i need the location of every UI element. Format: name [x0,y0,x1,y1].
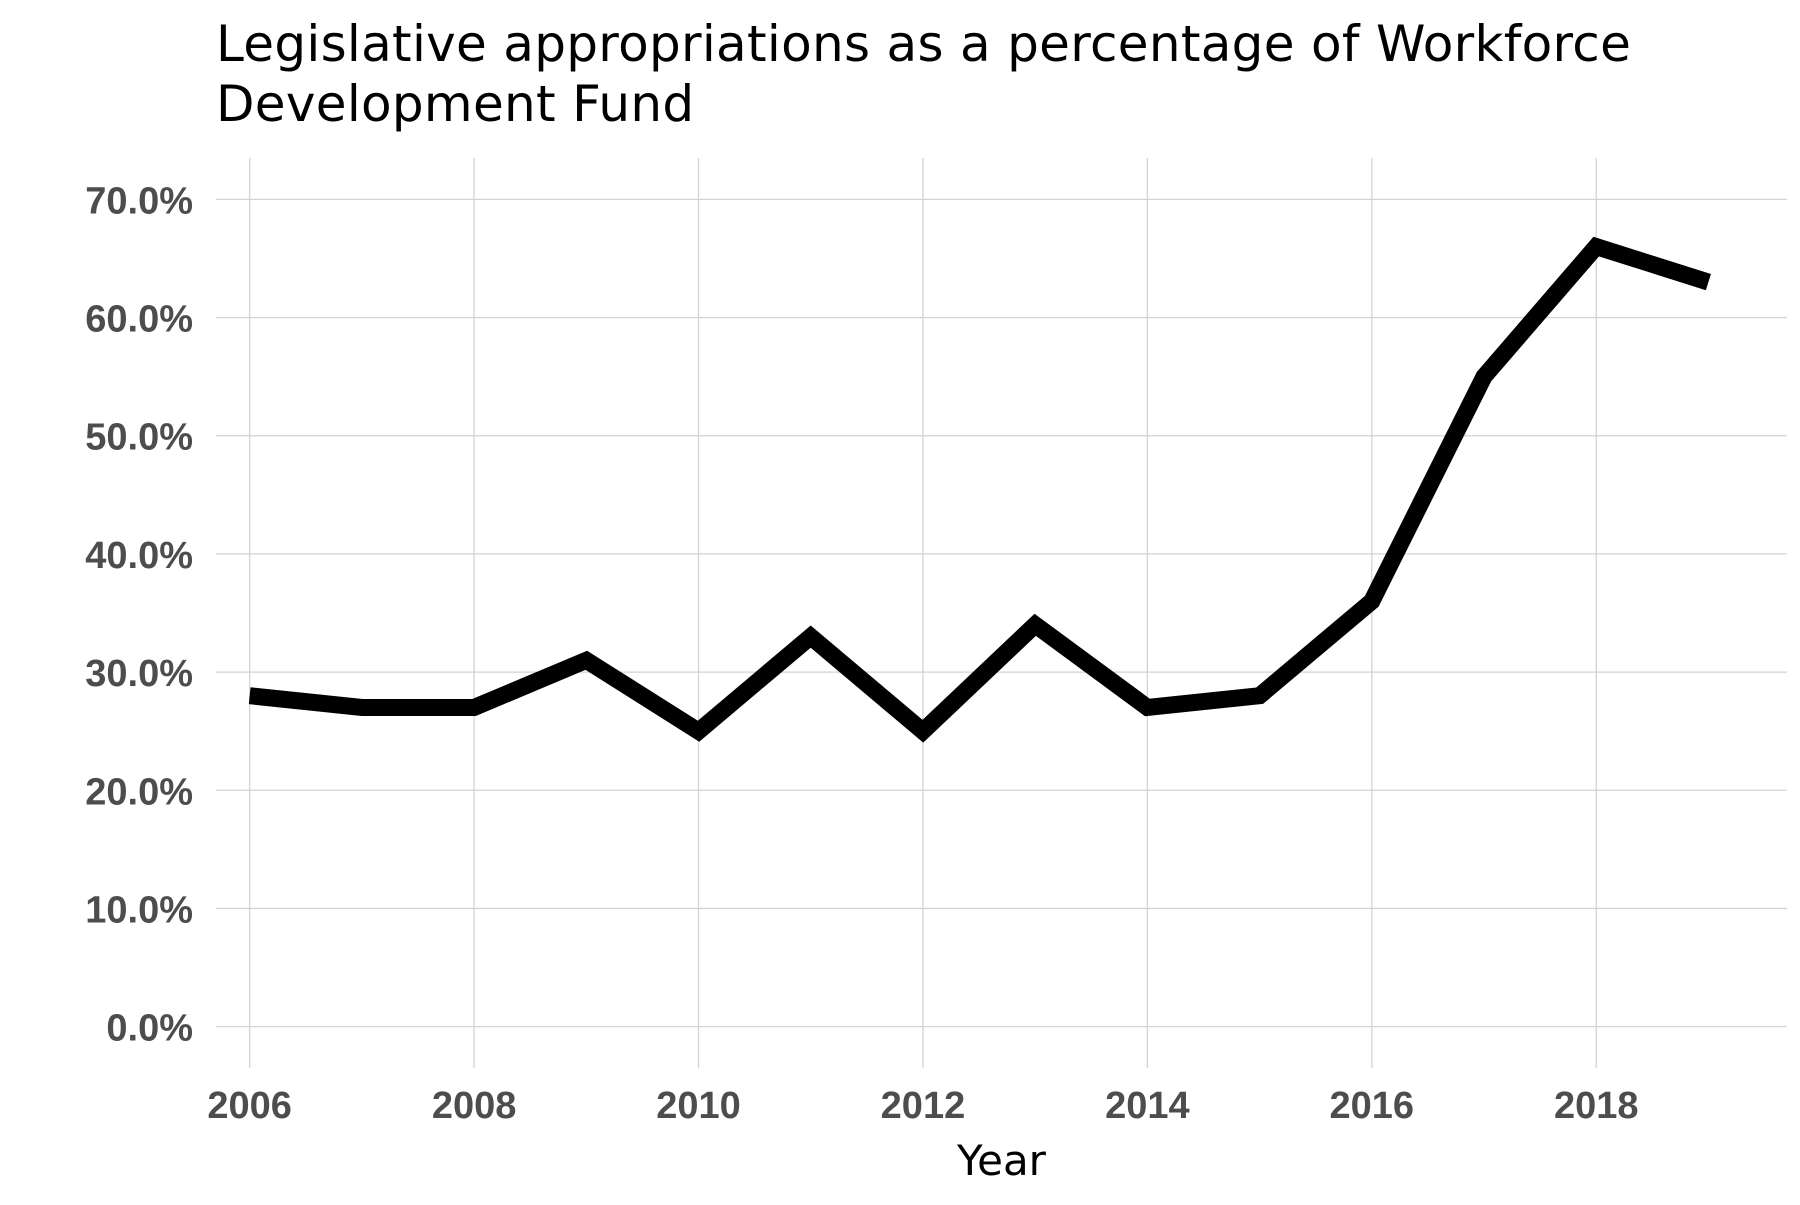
y-tick-label: 60.0% [85,299,193,341]
x-tick-label: 2016 [1330,1085,1415,1127]
y-tick-label: 0.0% [106,1008,193,1050]
x-tick-label: 2018 [1554,1085,1639,1127]
series-layer [248,236,1711,743]
y-tick-label: 20.0% [85,771,193,813]
y-tick-label: 40.0% [85,535,193,577]
x-axis-title: Year [956,1136,1047,1185]
y-tick-label: 30.0% [85,653,193,695]
y-axis-ticks: 0.0% 10.0% 20.0% 30.0% 40.0% 50.0% 60.0% 70.0% [85,180,193,1049]
x-axis-ticks: 2006 2008 2010 2012 2014 2016 2018 [207,1085,1638,1127]
x-tick-label: 2012 [881,1085,966,1127]
y-tick-label: 70.0% [85,180,193,222]
series-line [248,236,1711,743]
x-tick-label: 2010 [656,1085,741,1127]
chart-title: Legislative appropriations as a percenta… [216,15,1632,133]
y-tick-label: 10.0% [85,889,193,931]
x-tick-label: 2008 [432,1085,517,1127]
x-tick-label: 2006 [207,1085,292,1127]
gridlines [216,158,1787,1068]
x-tick-label: 2014 [1105,1085,1190,1127]
y-tick-label: 50.0% [85,417,193,459]
